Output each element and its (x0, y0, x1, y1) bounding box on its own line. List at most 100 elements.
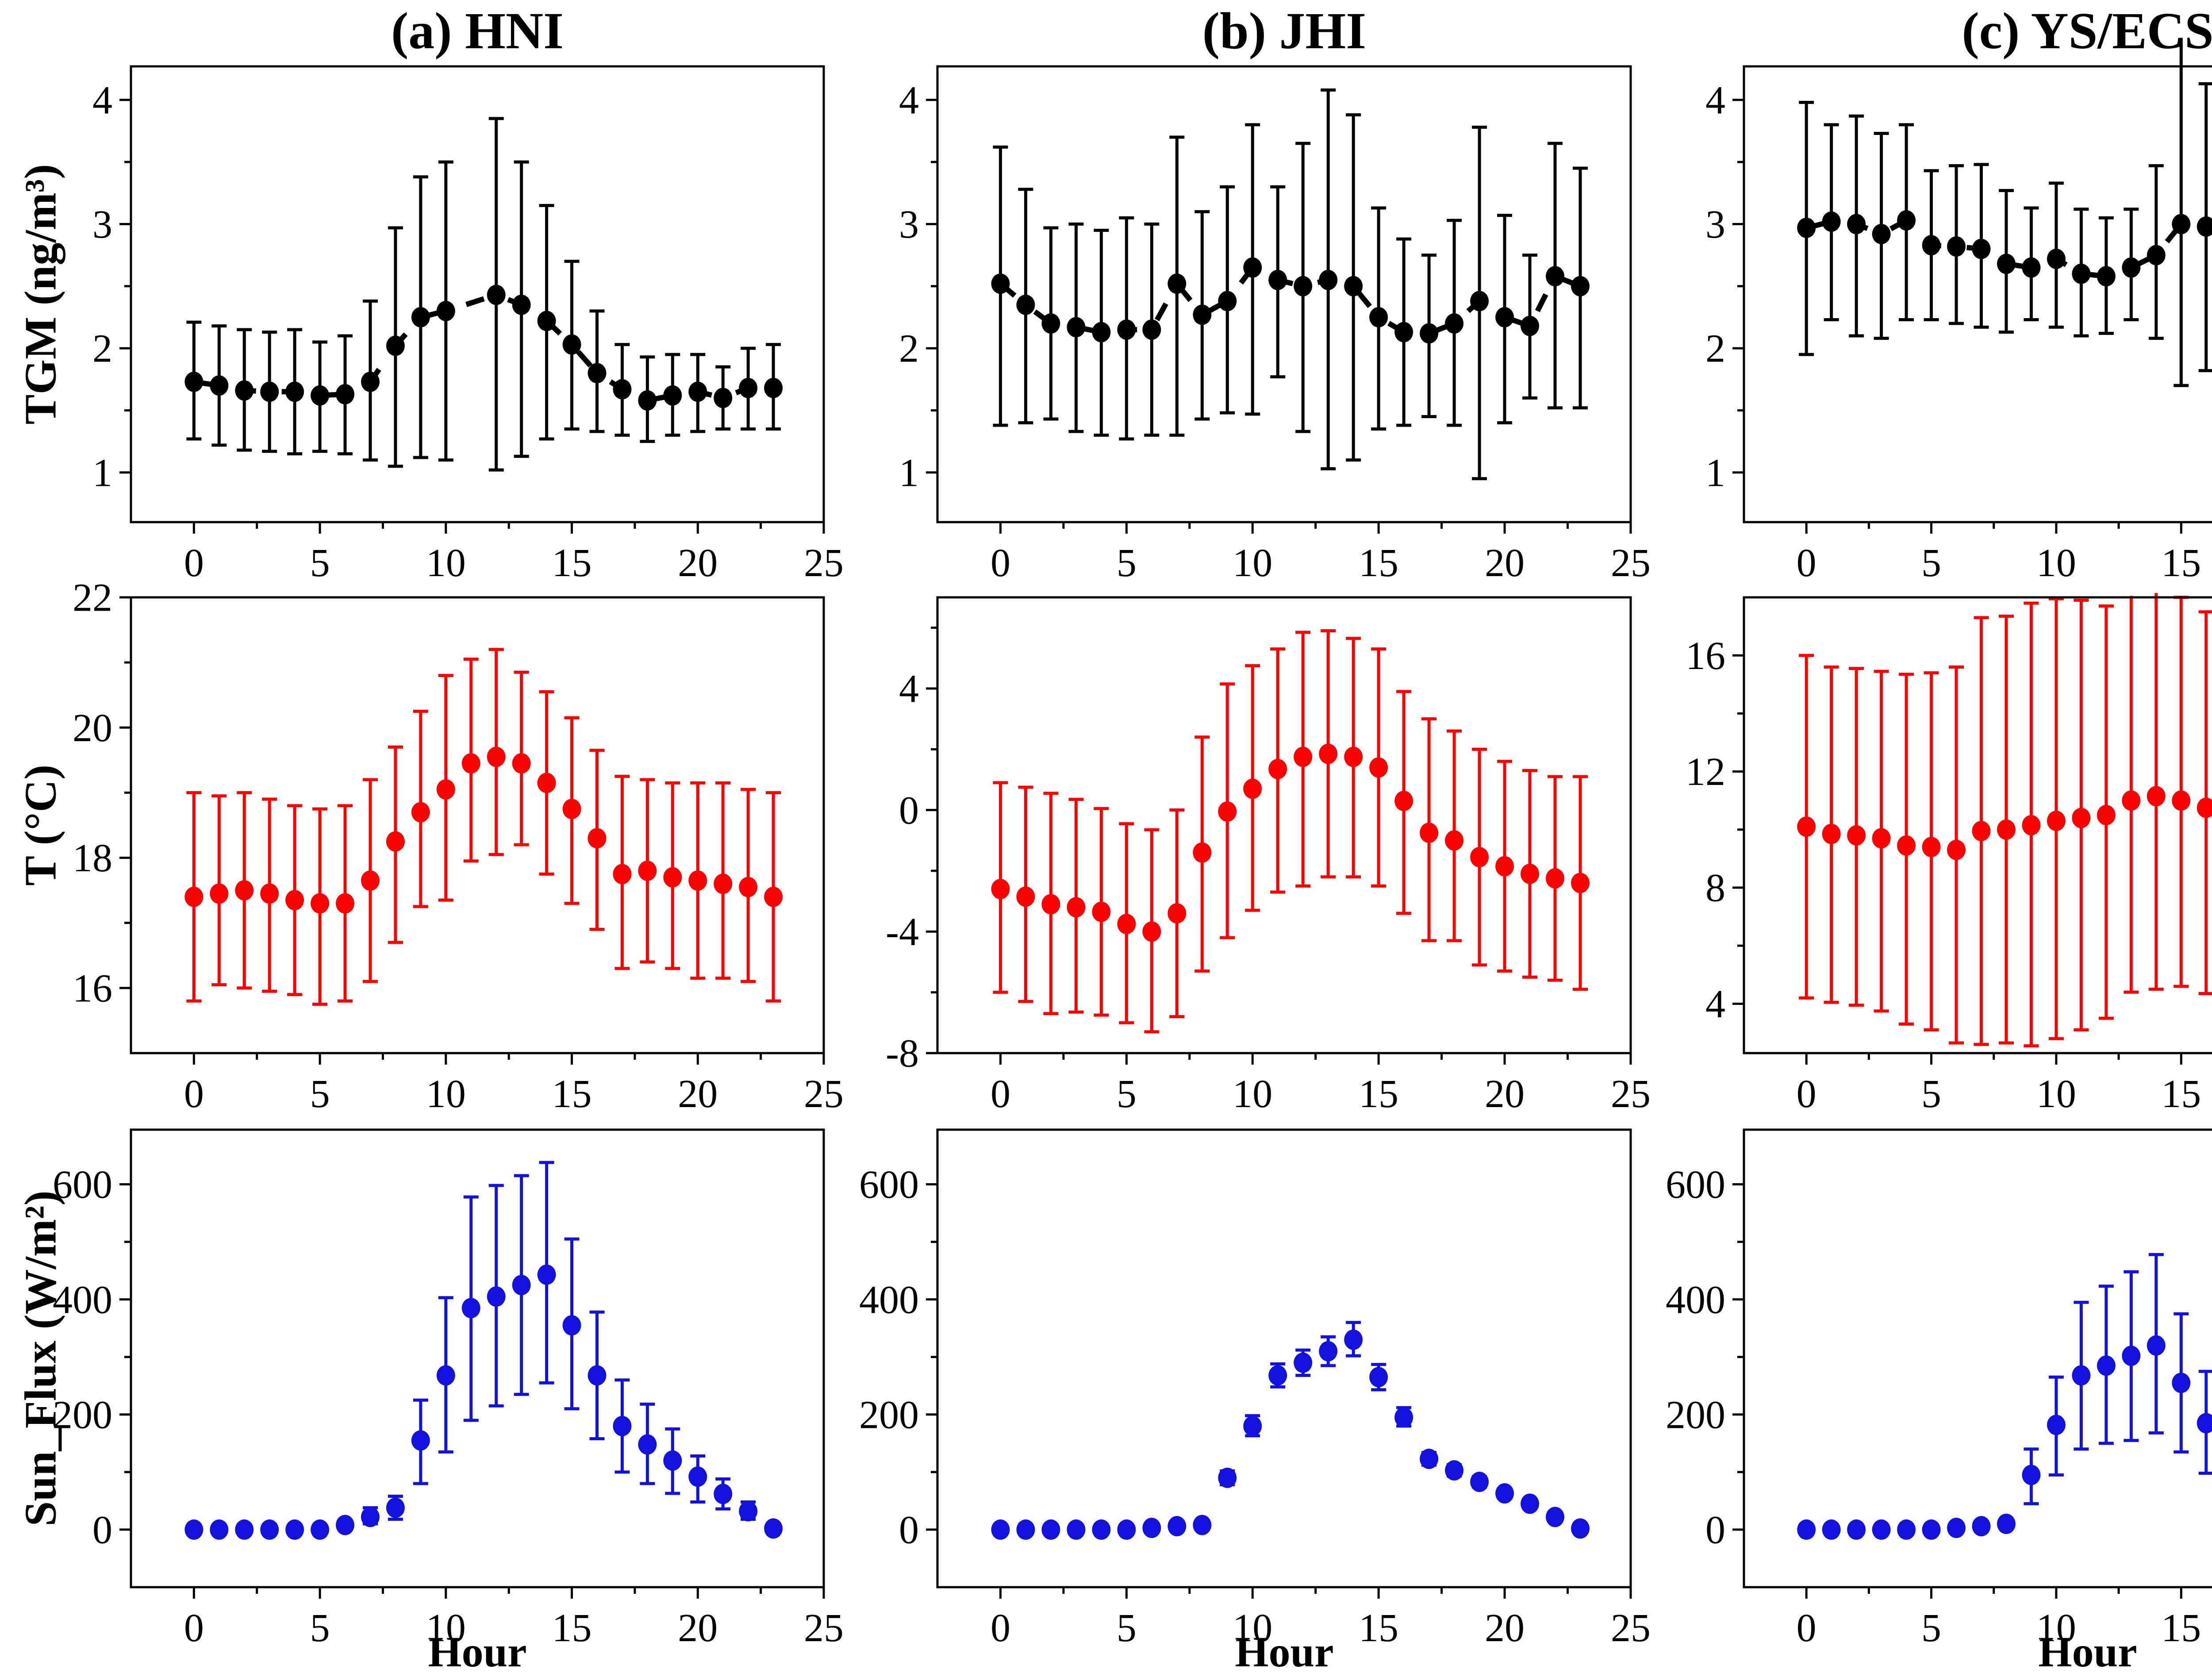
data-point (184, 886, 204, 907)
y-tick-label: 400 (859, 1278, 919, 1322)
x-tick-label: 5 (1117, 541, 1137, 585)
data-layer (184, 117, 783, 472)
data-point (1142, 921, 1161, 942)
data-point (2047, 1415, 2066, 1435)
data-point (1092, 1519, 1111, 1540)
x-tick-label: 10 (426, 1606, 466, 1650)
data-point (386, 1497, 405, 1518)
data-point (1947, 1518, 1966, 1539)
y-tick-label: 4 (899, 78, 919, 122)
data-point (210, 1519, 229, 1540)
data-point (764, 377, 783, 398)
data-point (739, 877, 758, 897)
y-tick-label: 2 (1705, 327, 1725, 371)
plot-box (1743, 1128, 2212, 1589)
axis-ticks: 0 5 10 15 20 25 1 2 3 4 (899, 78, 1651, 585)
y-tick-label: 0 (1705, 1508, 1725, 1552)
y-tick-label: 600 (1666, 1163, 1725, 1207)
data-point (1394, 1407, 1413, 1428)
data-point (663, 385, 682, 406)
data-point (361, 870, 380, 891)
x-tick-label: 0 (1797, 1606, 1816, 1650)
x-tick-label: 20 (678, 1072, 718, 1116)
data-point (1822, 823, 1841, 844)
data-point (260, 1519, 279, 1540)
data-point (184, 1519, 204, 1540)
y-tick-label: -4 (886, 910, 919, 954)
data-point (1041, 313, 1060, 334)
data-point (638, 861, 657, 881)
data-point (1445, 830, 1464, 851)
x-tick-label: 15 (552, 1606, 592, 1650)
data-point (336, 384, 355, 404)
data-point (184, 371, 204, 392)
axis-ticks: 0 5 10 15 20 25 0 200 400 600 (859, 1163, 1651, 1650)
data-point (1394, 791, 1413, 812)
x-tick-label: 20 (1485, 1072, 1525, 1116)
data-point (1394, 322, 1413, 342)
x-axis-label-hour-b: Hour (1235, 1628, 1334, 1676)
x-axis-label-hour-c: Hour (2038, 1628, 2137, 1676)
data-point (2072, 263, 2091, 284)
data-point (1847, 214, 1866, 235)
data-point (1420, 323, 1439, 344)
data-point (2172, 214, 2191, 235)
y-tick-label: 4 (1705, 78, 1725, 122)
x-tick-label: 25 (804, 541, 844, 585)
data-layer (184, 1161, 783, 1540)
y-tick-label: 18 (73, 836, 112, 880)
data-point (1167, 1516, 1187, 1537)
data-point (1947, 236, 1966, 257)
x-tick-label: 5 (1921, 541, 1941, 585)
data-point (991, 879, 1010, 900)
plot-box (936, 596, 1632, 1054)
data-point (1193, 842, 1212, 863)
data-point (436, 1365, 455, 1386)
y-tick-label: 600 (859, 1163, 919, 1207)
data-point (991, 273, 1010, 294)
data-point (1495, 856, 1514, 877)
x-tick-label: 15 (2161, 541, 2201, 585)
data-point (1495, 307, 1514, 327)
panel-temp-ysecs: 0510152025481216 (1686, 593, 2212, 1116)
data-point (1193, 1515, 1212, 1535)
data-point (260, 381, 279, 402)
data-point (2047, 811, 2066, 831)
x-tick-label: 0 (184, 1072, 204, 1116)
y-tick-label: 200 (53, 1393, 112, 1437)
data-point (764, 1518, 783, 1539)
axis-ticks: 0510152025481216 (1686, 634, 2201, 1116)
data-point (1041, 894, 1060, 915)
data-point (1167, 903, 1187, 924)
x-tick-label: 10 (2036, 1606, 2076, 1650)
data-point (1420, 823, 1439, 843)
y-tick-label: 0 (92, 1508, 112, 1552)
data-point (2122, 790, 2141, 811)
data-point (1218, 801, 1237, 822)
x-tick-label: 0 (1797, 1072, 1816, 1116)
data-point (512, 1275, 531, 1296)
x-tick-label: 0 (184, 1606, 204, 1650)
data-point (210, 375, 229, 396)
x-tick-label: 10 (1233, 1606, 1272, 1650)
data-point (235, 380, 254, 401)
data-point (739, 377, 758, 398)
plot-box (1743, 596, 2212, 1054)
data-point (1294, 1352, 1313, 1373)
data-point (1546, 1507, 1565, 1527)
data-point (1897, 1519, 1916, 1540)
column-title-jhi: (b) JHI (1202, 2, 1367, 60)
data-point (1546, 868, 1565, 889)
data-point (285, 1519, 304, 1540)
data-point (1016, 886, 1035, 907)
data-point (2147, 1335, 2166, 1356)
data-point (638, 390, 657, 411)
data-point (311, 893, 330, 914)
data-point (562, 1315, 581, 1336)
data-point (1117, 319, 1136, 340)
x-tick-label: 0 (1797, 541, 1816, 585)
data-layer (1797, 593, 2212, 1048)
